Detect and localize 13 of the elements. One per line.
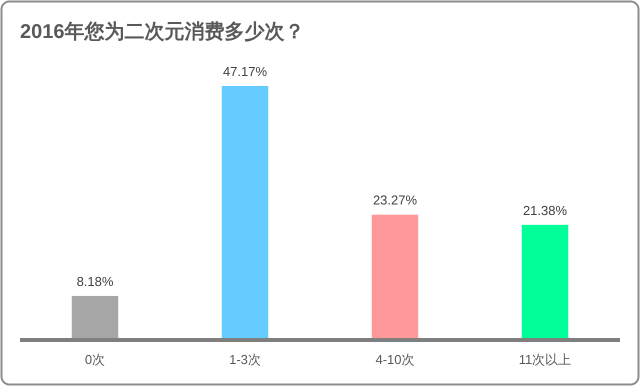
data-label: 21.38% bbox=[522, 202, 568, 218]
bar bbox=[72, 296, 118, 340]
x-tick-label: 11次以上 bbox=[518, 352, 572, 367]
data-label: 23.27% bbox=[372, 192, 418, 208]
x-tick-label: 4-10次 bbox=[375, 352, 415, 367]
x-tick-label: 0次 bbox=[84, 352, 106, 367]
data-label: 47.17% bbox=[222, 64, 268, 79]
bar bbox=[522, 224, 568, 340]
bar bbox=[372, 214, 418, 340]
bar bbox=[222, 86, 268, 340]
x-tick-label: 1-3次 bbox=[229, 352, 261, 367]
data-label: 8.18% bbox=[76, 274, 114, 289]
chart-title: 2016年您为二次元消费多少次？ bbox=[20, 21, 304, 43]
